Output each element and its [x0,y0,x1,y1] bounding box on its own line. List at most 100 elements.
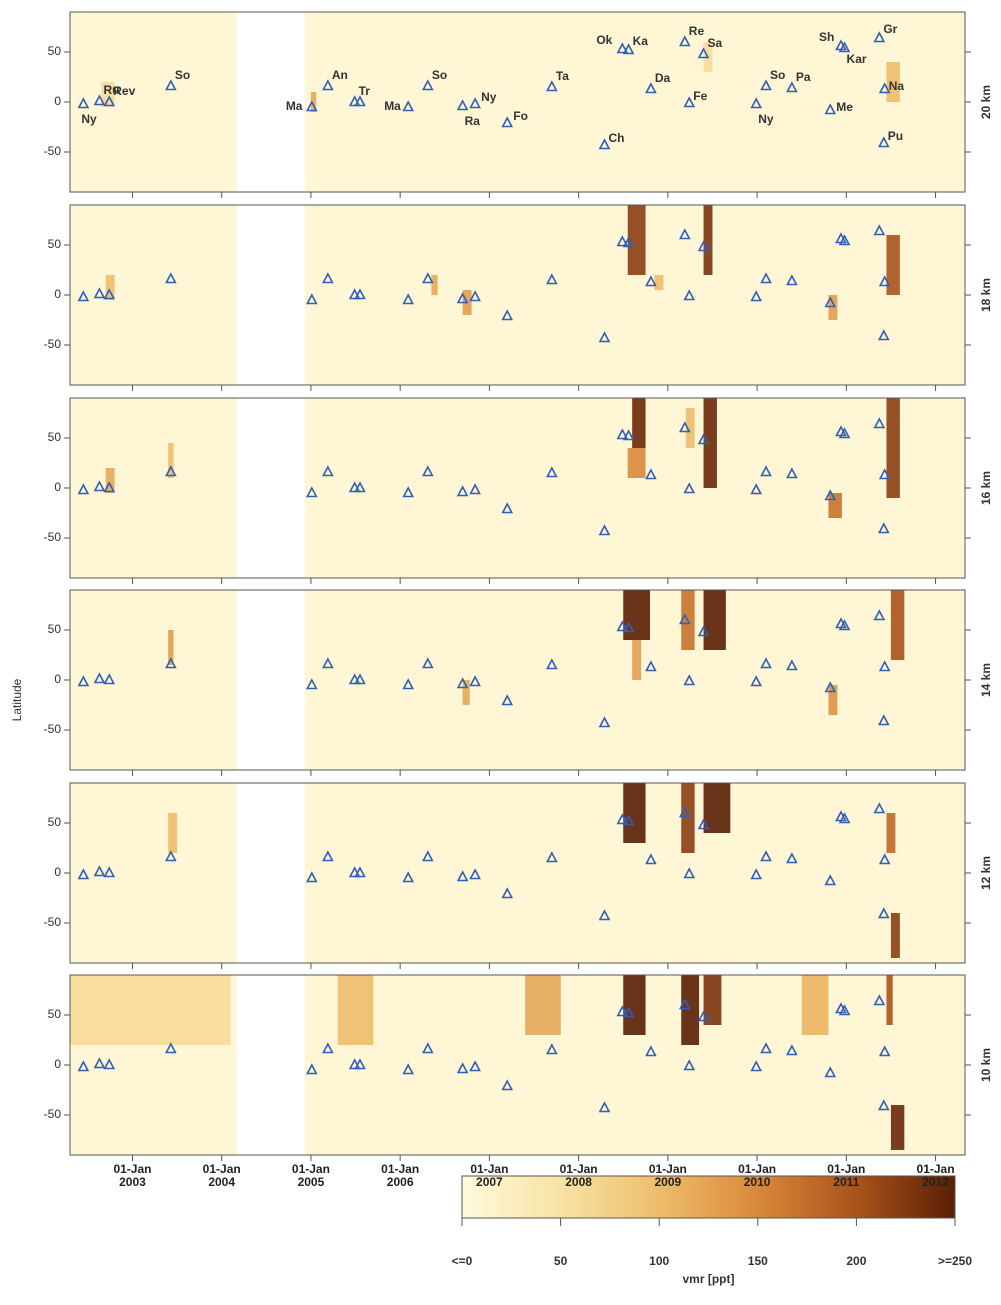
y-axis-label: Latitude [10,678,24,721]
volcano-marker [645,82,657,94]
panel-background [70,590,965,770]
plume [886,235,900,295]
volcano-marker [469,675,481,687]
data-gap [236,12,305,192]
volcano-label: Pu [888,129,903,143]
volcano-label: Ny [81,112,97,126]
volcano-marker [824,103,837,115]
volcano-marker [877,136,890,148]
volcano-marker [165,657,177,669]
volcano-label: So [432,68,447,82]
panel: -50 0 50 18 km [44,204,993,391]
volcano-marker [456,99,469,111]
volcano-marker [77,97,90,109]
volcano-marker [838,812,851,824]
volcano-marker [678,228,691,240]
x-tick-label: 01-Jan 2005 [291,1162,330,1189]
volcano-marker [598,716,611,728]
plume [703,975,722,1025]
volcano-marker [354,481,366,493]
volcano-marker [683,289,696,301]
volcano-marker [93,94,106,106]
volcano-marker [322,1042,334,1054]
y-tick-label: -50 [44,915,62,929]
panel-label: 14 km [979,663,993,697]
volcano-marker [456,1062,469,1074]
volcano-marker [877,714,890,726]
volcano-marker [77,675,90,687]
volcano-marker [750,483,763,495]
plume [105,468,115,493]
volcano-marker [469,1060,481,1072]
colorbar-tick-label: 150 [748,1254,768,1268]
volcano-label: Kar [847,52,867,66]
x-tick-label: 01-Jan 2011 [827,1162,866,1189]
volcano-marker [760,465,772,477]
volcano-marker [322,465,334,477]
plume [703,398,717,488]
volcano-marker [760,79,772,91]
volcano-label: Rev [113,84,135,98]
volcano-marker [165,1042,177,1054]
panel-label: 10 km [979,1048,993,1082]
y-tick-label: 50 [48,430,62,444]
data-gap [236,783,305,963]
volcano-marker [616,235,629,247]
volcano-marker [165,79,177,91]
volcano-marker [305,1063,318,1075]
volcano-marker [402,486,415,498]
volcano-label: Ma [286,99,303,113]
panel-label: 20 km [979,85,993,119]
volcano-marker [469,868,481,880]
volcano-marker [501,1079,514,1091]
volcano-marker [402,871,415,883]
volcano-marker [750,290,763,302]
y-tick-label: 50 [48,815,62,829]
volcano-marker [786,274,798,286]
volcano-marker [165,272,177,284]
volcano-label: Ra [465,114,481,128]
volcano-marker [421,272,434,284]
volcano-marker [697,433,710,445]
volcano-marker [824,874,837,886]
volcano-marker [354,673,366,685]
volcano-marker [598,909,611,921]
y-tick-label: 0 [54,287,61,301]
y-tick-label: 50 [48,1007,62,1021]
volcano-marker [683,96,696,108]
volcano-marker [786,852,798,864]
volcano-marker [824,1066,837,1078]
volcano-marker [760,1042,772,1054]
volcano-marker [838,1004,851,1016]
volcano-marker [786,467,798,479]
volcano-marker [838,234,851,246]
plume [886,813,896,853]
panel-body [70,590,965,770]
volcano-label: Ma [384,99,401,113]
volcano-marker [683,1059,696,1071]
volcano-marker [760,850,772,862]
volcano-marker [645,1045,657,1057]
volcano-label: Ok [596,33,612,47]
volcano-marker [354,1058,366,1070]
plume [168,630,174,665]
volcano-marker [165,850,177,862]
volcano-marker [873,417,886,429]
volcano-marker [697,1010,710,1022]
plume [886,398,900,498]
colorbar-tick-label: >=250 [938,1254,972,1268]
volcano-marker [622,621,635,633]
y-tick-label: 0 [54,1057,61,1071]
volcano-marker [786,659,798,671]
panel: -50 0 50 10 km [44,974,993,1161]
volcano-marker [93,672,106,684]
plume [890,590,905,660]
volcano-label: Sa [708,36,723,50]
volcano-marker [598,138,611,150]
volcano-marker [873,31,886,43]
plume [623,590,651,640]
volcano-marker [878,660,891,672]
volcano-marker [469,290,481,302]
